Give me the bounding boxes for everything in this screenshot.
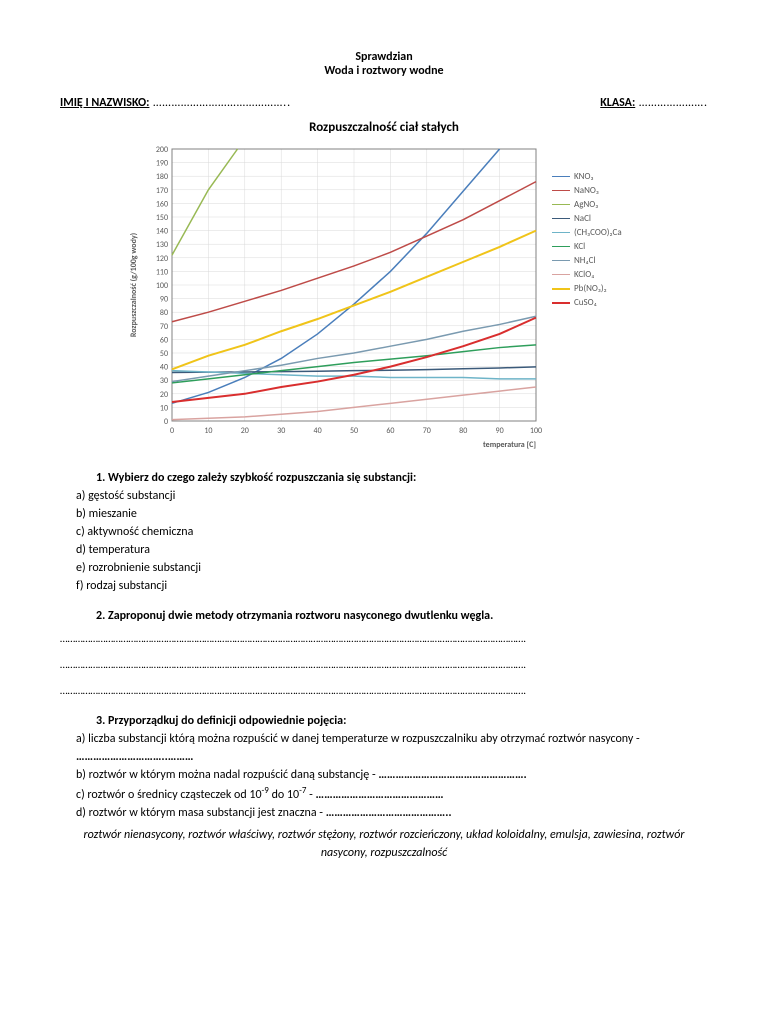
legend-item: KNO₃ bbox=[552, 171, 622, 182]
svg-text:90: 90 bbox=[496, 426, 504, 436]
chart-legend: KNO₃ NaNO₃ AgNO₃ NaCl (CH₃COO)₂Ca KCl NH₄Cl KCl… bbox=[544, 141, 622, 311]
q1-option: b) mieszanie bbox=[76, 505, 708, 523]
svg-text:10: 10 bbox=[204, 426, 212, 436]
svg-text:80: 80 bbox=[459, 426, 467, 436]
svg-text:170: 170 bbox=[156, 186, 168, 196]
q1-text: Wybierz do czego zależy szybkość rozpusz… bbox=[108, 471, 416, 485]
chart-title: Rozpuszczalność ciał stałych bbox=[124, 120, 644, 135]
q1-option: c) aktywność chemiczna bbox=[76, 523, 708, 541]
svg-text:120: 120 bbox=[156, 254, 168, 264]
svg-text:temperatura [C]: temperatura [C] bbox=[483, 440, 536, 450]
legend-item: AgNO₃ bbox=[552, 199, 622, 210]
q2-line2: …………………………………………………………………………………………………………… bbox=[60, 655, 708, 675]
name-label: IMIĘ I NAZWISKO: bbox=[60, 96, 149, 110]
question-3: 3. Przyporządkuj do definicji odpowiedni… bbox=[96, 714, 708, 728]
svg-text:140: 140 bbox=[156, 227, 168, 237]
svg-text:50: 50 bbox=[160, 349, 168, 359]
legend-item: NaCl bbox=[552, 213, 622, 224]
page-subtitle: Woda i roztwory wodne bbox=[60, 64, 708, 78]
svg-text:40: 40 bbox=[160, 363, 168, 373]
svg-text:50: 50 bbox=[350, 426, 358, 436]
svg-text:Rozpuszczalność (g/100g wody): Rozpuszczalność (g/100g wody) bbox=[129, 233, 139, 337]
name-dots: …………………………………….. bbox=[149, 96, 291, 110]
legend-item: (CH₃COO)₂Ca bbox=[552, 227, 622, 238]
q2-line3: …………………………………………………………………………………………………………… bbox=[60, 681, 708, 701]
svg-text:0: 0 bbox=[164, 417, 168, 427]
legend-item: CuSO₄ bbox=[552, 297, 622, 308]
svg-text:80: 80 bbox=[160, 308, 168, 318]
class-label: KLASA: bbox=[600, 96, 635, 110]
header-row: IMIĘ I NAZWISKO: …………………………………….. KLASA:… bbox=[60, 96, 708, 110]
q1-option: a) gęstość substancji bbox=[76, 487, 708, 505]
svg-text:20: 20 bbox=[160, 390, 168, 400]
svg-text:30: 30 bbox=[160, 376, 168, 386]
class-dots: …………………. bbox=[635, 96, 708, 110]
q3-text: Przyporządkuj do definicji odpowiednie p… bbox=[108, 714, 346, 728]
chart: Rozpuszczalność ciał stałych 0 10 20 30 40 50… bbox=[124, 120, 644, 451]
svg-text:180: 180 bbox=[156, 172, 168, 182]
q3-a: a) liczba substancji którą można rozpuśc… bbox=[76, 730, 708, 766]
svg-text:20: 20 bbox=[241, 426, 249, 436]
legend-item: KCl bbox=[552, 241, 622, 252]
chart-svg: 0102030405060708090100110120130140150160… bbox=[124, 141, 544, 451]
svg-text:0: 0 bbox=[170, 426, 174, 436]
svg-text:100: 100 bbox=[530, 426, 542, 436]
legend-item: KClO₄ bbox=[552, 269, 622, 280]
svg-text:100: 100 bbox=[156, 281, 168, 291]
svg-text:70: 70 bbox=[160, 322, 168, 332]
question-2: 2. Zaproponuj dwie metody otrzymania roz… bbox=[96, 609, 708, 623]
svg-text:60: 60 bbox=[160, 335, 168, 345]
svg-text:40: 40 bbox=[314, 426, 322, 436]
svg-text:90: 90 bbox=[160, 295, 168, 305]
svg-text:110: 110 bbox=[156, 267, 168, 277]
svg-text:150: 150 bbox=[156, 213, 168, 223]
q1-option: e) rozrobnienie substancji bbox=[76, 559, 708, 577]
q3-d: d) roztwór w którym masa substancji jest… bbox=[76, 804, 708, 822]
q1-option: f) rodzaj substancji bbox=[76, 577, 708, 595]
q3-b: b) roztwór w którym można nadal rozpuści… bbox=[76, 766, 708, 784]
q1-num: 1. bbox=[96, 471, 105, 485]
page-title: Sprawdzian bbox=[60, 50, 708, 64]
svg-text:190: 190 bbox=[156, 159, 168, 169]
q3-c: c) roztwór o średnicy cząsteczek od 10-9… bbox=[76, 784, 708, 804]
svg-text:130: 130 bbox=[156, 240, 168, 250]
q2-text: Zaproponuj dwie metody otrzymania roztwo… bbox=[108, 609, 493, 623]
name-field: IMIĘ I NAZWISKO: …………………………………….. bbox=[60, 96, 291, 110]
legend-item: NaNO₃ bbox=[552, 185, 622, 196]
question-1: 1. Wybierz do czego zależy szybkość rozp… bbox=[96, 471, 708, 485]
q3-num: 3. bbox=[96, 714, 105, 728]
legend-item: Pb(NO₃)₂ bbox=[552, 283, 622, 294]
q2-line1: …………………………………………………………………………………………………………… bbox=[60, 629, 708, 649]
svg-text:30: 30 bbox=[277, 426, 285, 436]
class-field: KLASA: …………………. bbox=[600, 96, 708, 110]
q1-options: a) gęstość substancjib) mieszaniec) akty… bbox=[76, 487, 708, 595]
svg-text:60: 60 bbox=[386, 426, 394, 436]
svg-text:10: 10 bbox=[160, 403, 168, 413]
q3-terms: roztwór nienasycony, roztwór właściwy, r… bbox=[60, 826, 708, 862]
svg-text:160: 160 bbox=[156, 199, 168, 209]
legend-item: NH₄Cl bbox=[552, 255, 622, 266]
q3-options: a) liczba substancji którą można rozpuśc… bbox=[76, 730, 708, 822]
svg-text:200: 200 bbox=[156, 145, 168, 155]
q2-num: 2. bbox=[96, 609, 105, 623]
svg-text:70: 70 bbox=[423, 426, 431, 436]
q1-option: d) temperatura bbox=[76, 541, 708, 559]
